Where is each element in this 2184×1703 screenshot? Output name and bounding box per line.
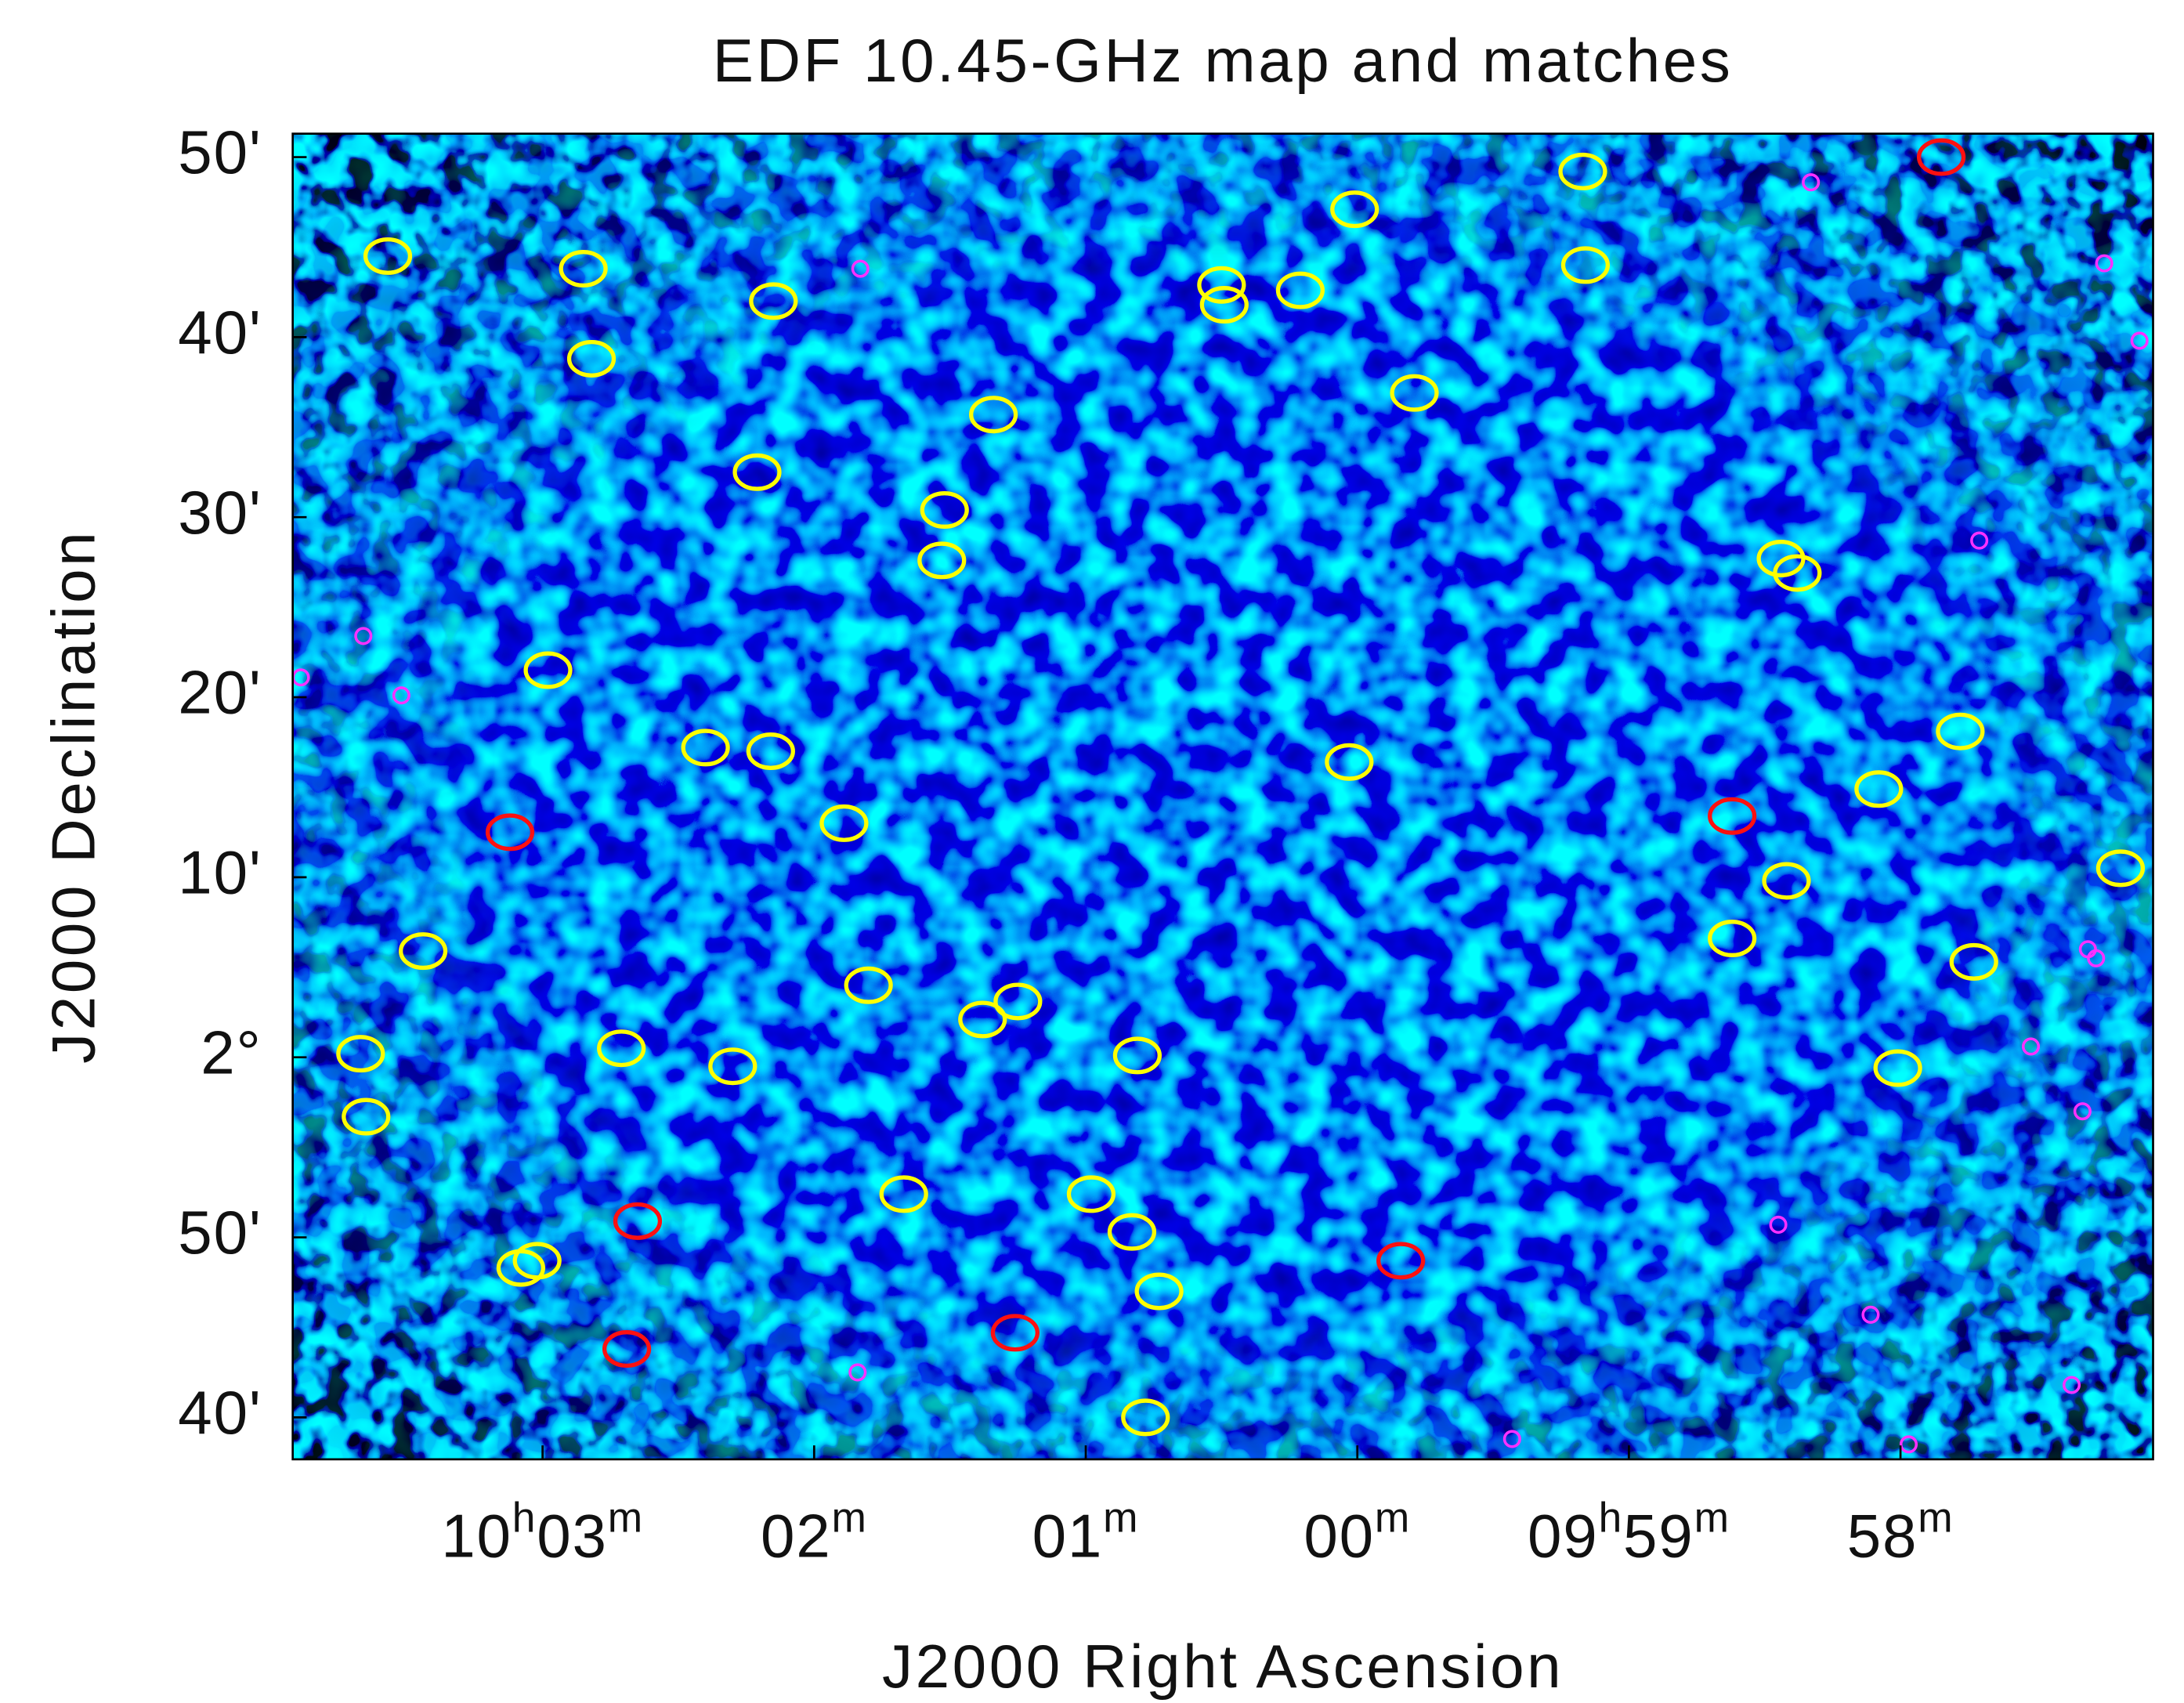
source-marker (2021, 1037, 2041, 1056)
source-marker (917, 541, 967, 580)
map-edge-noise (292, 133, 2153, 1459)
x-axis-label: J2000 Right Ascension (882, 1632, 1564, 1701)
source-marker (993, 982, 1043, 1021)
source-marker (844, 966, 893, 1004)
y-tick-label: 20' (178, 658, 262, 727)
source-marker (819, 804, 869, 842)
source-marker (1769, 1215, 1788, 1235)
source-marker (496, 1249, 545, 1287)
source-marker (1949, 942, 1998, 981)
source-marker (523, 651, 573, 689)
source-marker (851, 259, 870, 278)
y-tick-label: 40' (178, 298, 262, 367)
source-marker (1762, 862, 1811, 900)
source-marker (1802, 173, 1821, 192)
source-marker (1708, 797, 1757, 835)
source-marker (363, 237, 413, 275)
source-marker (1390, 374, 1439, 412)
source-marker (1325, 743, 1374, 781)
source-marker (708, 1047, 758, 1086)
source-marker (1861, 1305, 1880, 1324)
x-tick-label: 01m (1032, 1495, 1140, 1570)
chart-title: EDF 10.45-GHz map and matches (713, 26, 1734, 95)
y-axis-label: J2000 Declination (39, 530, 108, 1064)
source-marker (597, 1029, 646, 1068)
x-tick-label: 58m (1847, 1495, 1954, 1570)
source-marker (681, 729, 730, 767)
map-background (292, 133, 2153, 1459)
source-marker (602, 1330, 652, 1369)
source-marker (1134, 1272, 1184, 1311)
source-marker (958, 1000, 1007, 1039)
x-tick-label: 10h03m (441, 1495, 644, 1570)
source-marker (398, 932, 448, 971)
source-marker (2073, 1102, 2092, 1121)
source-marker (1558, 152, 1607, 190)
x-tick-label: 00m (1304, 1495, 1411, 1570)
source-marker (1376, 1242, 1426, 1280)
source-marker (920, 491, 969, 530)
source-marker (1502, 1430, 1521, 1448)
source-marker (1936, 712, 1985, 750)
source-marker (2087, 949, 2106, 967)
source-marker (392, 686, 410, 705)
source-marker (1854, 770, 1904, 808)
source-marker (1112, 1036, 1162, 1075)
source-marker (1199, 285, 1249, 324)
y-tick-label: 50' (178, 118, 262, 186)
source-marker (749, 282, 798, 320)
source-marker (1275, 271, 1325, 309)
source-marker (559, 250, 608, 288)
source-marker (1066, 1175, 1116, 1213)
y-tick-label: 2° (201, 1018, 262, 1087)
source-marker (2062, 1376, 2081, 1394)
source-marker (848, 1363, 867, 1382)
source-marker (879, 1175, 928, 1213)
source-marker (1107, 1213, 1157, 1251)
source-marker (2130, 331, 2149, 350)
source-marker (613, 1202, 663, 1240)
source-marker (1708, 920, 1757, 958)
source-marker (1560, 246, 1611, 284)
source-marker (1773, 554, 1822, 592)
source-marker (336, 1035, 385, 1073)
source-marker (1970, 531, 1989, 550)
y-tick-label: 10' (178, 838, 262, 907)
y-tick-label: 50' (178, 1198, 262, 1267)
source-marker (566, 339, 617, 378)
source-marker (1899, 1435, 1918, 1454)
source-marker (1873, 1049, 1922, 1087)
source-marker (1121, 1398, 1170, 1437)
source-marker (732, 453, 782, 491)
source-marker (485, 813, 535, 852)
markers (292, 138, 2149, 1454)
source-marker (354, 627, 373, 645)
y-tick-label: 40' (178, 1378, 262, 1447)
plot-frame (291, 132, 2154, 1461)
source-marker (1197, 266, 1246, 304)
source-marker (2095, 849, 2146, 888)
x-tick-label: 09h59m (1528, 1495, 1730, 1570)
x-tick-label: 02m (761, 1495, 868, 1570)
source-marker (746, 732, 795, 770)
source-marker (1916, 138, 1966, 176)
source-marker (990, 1314, 1040, 1352)
source-marker (969, 396, 1018, 434)
source-marker (2095, 254, 2113, 273)
source-marker (342, 1097, 391, 1136)
source-marker (1330, 190, 1379, 229)
y-tick-label: 30' (178, 478, 262, 547)
